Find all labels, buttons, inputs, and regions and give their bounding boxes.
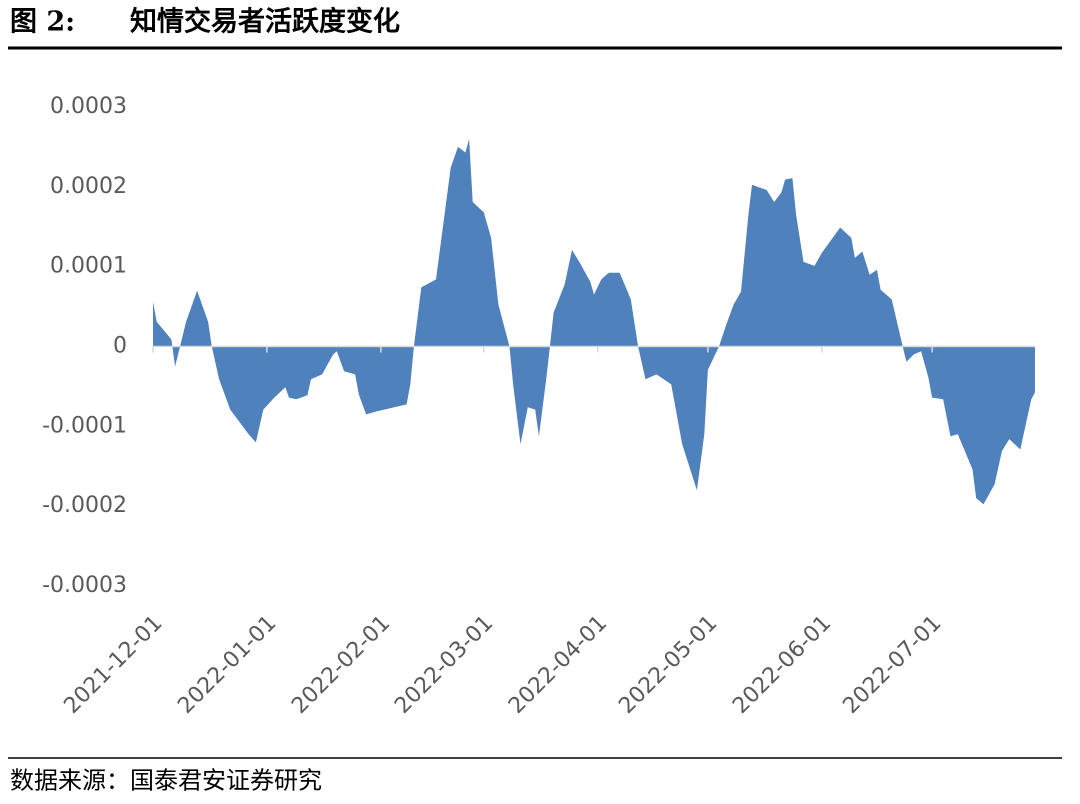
- chart-title: 知情交易者活跃度变化: [130, 6, 400, 38]
- x-tick-label: 2022-03-01: [390, 611, 498, 719]
- source-note: 数据来源：国泰君安证券研究: [10, 767, 322, 795]
- x-tick-label: 2021-12-01: [59, 611, 167, 719]
- y-tick-label: 0: [113, 334, 127, 359]
- x-tick-label: 2022-06-01: [728, 611, 836, 719]
- figure-label: 图 2:: [10, 7, 75, 38]
- y-tick-label: -0.0001: [42, 413, 127, 438]
- x-tick-label: 2022-05-01: [614, 611, 722, 719]
- y-tick-label: -0.0003: [42, 573, 127, 598]
- x-tick-label: 2022-07-01: [838, 611, 946, 719]
- area: [153, 138, 1035, 505]
- y-tick-label: 0.0003: [50, 94, 127, 119]
- y-tick-label: 0.0002: [50, 174, 127, 199]
- x-tick-label: 2022-04-01: [504, 611, 612, 719]
- y-tick-label: 0.0001: [50, 254, 127, 279]
- x-tick-label: 2022-01-01: [173, 611, 281, 719]
- y-tick-label: -0.0002: [42, 493, 127, 518]
- x-tick-label: 2022-02-01: [287, 611, 395, 719]
